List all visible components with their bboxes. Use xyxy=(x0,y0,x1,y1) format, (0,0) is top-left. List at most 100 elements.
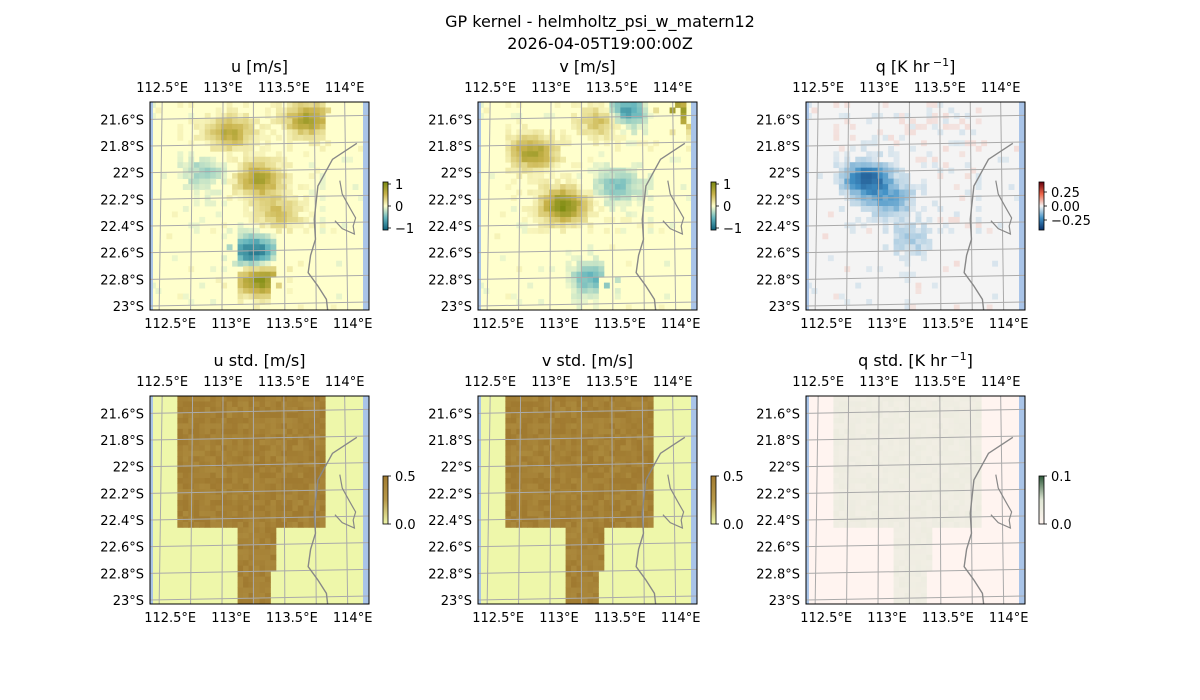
heatmap-cell xyxy=(308,129,315,136)
heatmap-cell xyxy=(177,129,184,136)
heatmap-cell xyxy=(631,162,638,169)
heatmap-cell xyxy=(866,521,873,528)
heatmap-cell xyxy=(254,549,260,556)
heatmap-cell xyxy=(554,412,561,419)
heatmap-cell xyxy=(576,483,583,490)
heatmap-cell xyxy=(576,576,583,583)
heatmap-cell xyxy=(527,417,534,424)
heatmap-cell xyxy=(554,102,561,108)
heatmap-cell xyxy=(565,417,572,424)
y-tick-label: 22°S xyxy=(441,167,472,182)
heatmap-cell xyxy=(893,238,900,245)
heatmap-cell xyxy=(975,478,982,484)
heatmap-cell xyxy=(319,423,326,430)
heatmap-cell xyxy=(893,565,900,572)
heatmap-cell xyxy=(636,118,643,125)
heatmap-cell xyxy=(893,571,900,578)
heatmap-cell xyxy=(598,107,605,114)
heatmap-cell xyxy=(571,439,577,446)
heatmap-cell xyxy=(636,510,643,517)
heatmap-cell xyxy=(297,445,304,452)
heatmap-cell xyxy=(527,173,534,180)
heatmap-cell xyxy=(210,439,217,446)
heatmap-cell xyxy=(926,423,933,430)
heatmap-cell xyxy=(598,112,605,119)
heatmap-cell xyxy=(882,461,889,468)
heatmap-cell xyxy=(177,401,184,408)
heatmap-cell xyxy=(910,532,916,539)
grid-line xyxy=(283,396,286,604)
heatmap-cell xyxy=(505,472,512,479)
heatmap-cell xyxy=(215,461,222,468)
heatmap-cell xyxy=(516,129,523,136)
heatmap-cell xyxy=(560,434,566,441)
heatmap-cell xyxy=(587,587,594,594)
heatmap-cell xyxy=(259,576,266,583)
heatmap-cell xyxy=(254,244,260,251)
heatmap-cell xyxy=(871,211,878,218)
heatmap-cell xyxy=(598,483,605,490)
heatmap-cell xyxy=(910,195,916,201)
heatmap-cell xyxy=(822,233,829,240)
heatmap-cell xyxy=(849,467,856,474)
heatmap-cell xyxy=(631,483,638,490)
heatmap-cell xyxy=(926,406,933,413)
heatmap-cell xyxy=(270,249,277,256)
heatmap-cell xyxy=(931,406,938,413)
heatmap-cell xyxy=(538,478,545,484)
y-tick-label: 22.4°S xyxy=(100,220,144,235)
heatmap-cell xyxy=(292,439,299,446)
heatmap-cell xyxy=(582,532,588,539)
heatmap-cell xyxy=(915,587,922,594)
heatmap-cell xyxy=(237,406,244,413)
heatmap-cell xyxy=(631,118,638,125)
heatmap-cell xyxy=(614,189,621,196)
heatmap-cell xyxy=(587,549,594,556)
heatmap-cell xyxy=(926,107,933,114)
heatmap-cell xyxy=(877,412,884,419)
heatmap-cell xyxy=(565,140,572,147)
heatmap-cell xyxy=(543,200,550,207)
heatmap-cell xyxy=(899,472,905,479)
heatmap-cell xyxy=(636,445,643,452)
heatmap-cell xyxy=(193,412,200,419)
heatmap-cell xyxy=(582,417,588,424)
heatmap-cell xyxy=(920,494,927,501)
heatmap-cell xyxy=(226,244,233,251)
heatmap-cell xyxy=(237,222,244,229)
heatmap-cell xyxy=(510,483,517,490)
heatmap-cell xyxy=(538,423,545,430)
heatmap-cell xyxy=(975,500,982,506)
heatmap-cell xyxy=(833,428,840,435)
grid-line xyxy=(478,435,697,441)
heatmap-cell xyxy=(308,494,315,501)
heatmap-cell xyxy=(221,123,228,130)
heatmap-cell xyxy=(308,521,315,528)
heatmap-cell xyxy=(631,461,638,468)
heatmap-cell xyxy=(910,543,916,550)
heatmap-cell xyxy=(560,211,566,218)
heatmap-cell xyxy=(866,483,873,490)
heatmap-cell xyxy=(286,500,293,506)
heatmap-cell xyxy=(188,434,195,441)
heatmap-cell xyxy=(614,489,621,495)
heatmap-cell xyxy=(866,401,873,408)
heatmap-cell xyxy=(549,516,556,523)
heatmap-cell xyxy=(636,123,643,130)
heatmap-cell xyxy=(959,505,966,512)
heatmap-cell xyxy=(571,401,577,408)
heatmap-cell xyxy=(975,206,982,212)
heatmap-cell xyxy=(226,417,233,424)
heatmap-cell xyxy=(598,162,605,169)
heatmap-cell xyxy=(603,162,610,169)
heatmap-cell xyxy=(915,554,922,561)
heatmap-cell xyxy=(920,582,927,588)
heatmap-cell xyxy=(199,123,206,130)
heatmap-cell xyxy=(587,500,594,506)
heatmap-cell xyxy=(811,107,818,114)
heatmap-cell xyxy=(953,260,960,267)
heatmap-cell xyxy=(264,282,271,289)
heatmap-cell xyxy=(270,102,277,108)
heatmap-cell xyxy=(532,456,539,463)
heatmap-cell xyxy=(270,554,277,561)
